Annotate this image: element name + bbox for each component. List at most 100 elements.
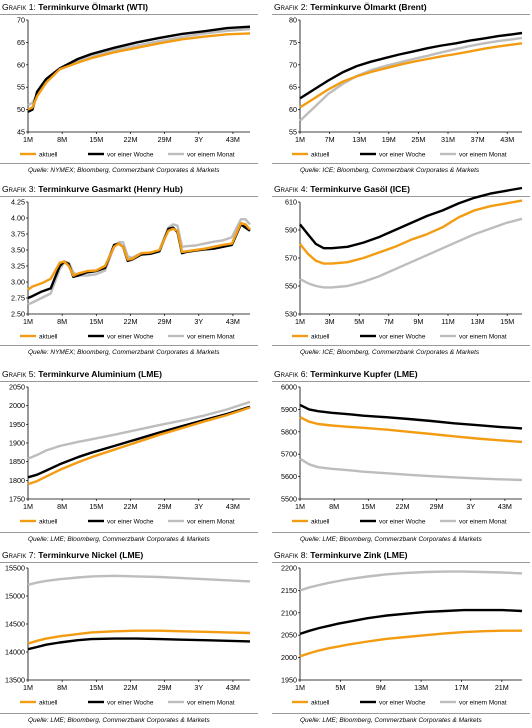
legend-label-woche: vor einer Woche — [379, 699, 426, 706]
x-tick-label: 8M — [57, 502, 67, 511]
source-note: Quelle: NYMEX; Bloomberg, Commerzbank Co… — [28, 349, 220, 356]
x-tick-label: 15M — [89, 135, 103, 144]
y-tick-label: 1950 — [281, 676, 297, 685]
y-tick-label: 65 — [17, 38, 25, 47]
source-note: Quelle: LME; Bloomberg, Commerzbank Corp… — [300, 536, 482, 543]
title-rule — [0, 562, 258, 563]
y-tick-label: 1850 — [9, 457, 25, 466]
panel-title-text: Terminkurve Nickel (LME) — [38, 550, 144, 560]
chart-svg: 55 60 65 70 75 80 1M 7M 13M 19M 25M 31M 37M 43M aktuel… — [289, 16, 523, 158]
x-tick-label: 37M — [471, 135, 485, 144]
panel-title: Grafik 1: Terminkurve Ölmarkt (WTI) — [2, 2, 148, 12]
legend-label-monat: vor einem Monat — [187, 518, 235, 525]
x-tick-label: 15M — [89, 317, 103, 326]
series-line-woche — [299, 31, 523, 100]
x-tick-label: 22M — [395, 502, 409, 511]
bottom-rule — [272, 345, 530, 346]
y-tick-label: 75 — [289, 38, 297, 47]
y-tick-label: 3.75 — [11, 230, 25, 239]
x-tick-label: 43M — [500, 135, 514, 144]
x-tick-label: 22M — [123, 317, 137, 326]
x-tick-label: 5M — [335, 683, 345, 692]
series-line-aktuell — [27, 629, 251, 645]
bottom-rule — [0, 532, 258, 533]
x-tick-label: 29M — [158, 502, 172, 511]
y-tick-label: 2000 — [281, 653, 297, 662]
title-rule — [272, 196, 530, 197]
series-line-monat — [299, 570, 523, 592]
y-tick-label: 2.75 — [11, 294, 25, 303]
x-tick-label: 31M — [441, 135, 455, 144]
bottom-rule — [272, 532, 530, 533]
legend-label-aktuell: aktuell — [311, 518, 329, 525]
series-line-aktuell — [299, 416, 523, 444]
x-tick-label: 1M — [295, 502, 305, 511]
panel-title: Grafik 6: Terminkurve Kupfer (LME) — [274, 369, 418, 379]
x-tick-label: 22M — [123, 502, 137, 511]
chart-svg: 1750 1800 1850 1900 1950 2000 2050 1M 8M 15M 22M 29… — [9, 383, 251, 525]
panel-aluminium: Grafik 5: Terminkurve Aluminium (LME) 175… — [0, 367, 258, 547]
y-tick-label: 55 — [17, 83, 25, 92]
y-tick-label: 2.50 — [11, 310, 25, 319]
title-rule — [0, 14, 258, 15]
panel-prefix: Grafik 4: — [274, 184, 311, 194]
panel-title-text: Terminkurve Ölmarkt (WTI) — [38, 2, 148, 12]
x-tick-label: 3M — [325, 317, 335, 326]
y-tick-label: 13500 — [5, 676, 25, 685]
y-tick-label: 70 — [289, 60, 297, 69]
x-tick-label: 3Y — [194, 502, 203, 511]
x-tick-label: 3Y — [194, 683, 203, 692]
y-tick-label: 2000 — [9, 401, 25, 410]
legend-label-aktuell: aktuell — [311, 151, 329, 158]
legend-label-monat: vor einem Monat — [187, 333, 235, 340]
bottom-rule — [0, 713, 258, 714]
y-tick-label: 50 — [17, 105, 25, 114]
x-tick-label: 25M — [411, 135, 425, 144]
x-tick-label: 1M — [23, 317, 33, 326]
y-tick-label: 5500 — [281, 495, 297, 504]
panel-title: Grafik 7: Terminkurve Nickel (LME) — [2, 550, 143, 560]
y-tick-label: 4.00 — [11, 214, 25, 223]
x-tick-label: 11M — [441, 317, 454, 326]
x-tick-label: 43M — [226, 317, 240, 326]
x-tick-label: 5M — [354, 317, 364, 326]
series-line-aktuell — [299, 42, 523, 109]
y-tick-label: 3.25 — [11, 262, 25, 271]
y-tick-label: 590 — [285, 226, 297, 235]
y-tick-label: 5900 — [281, 405, 297, 414]
y-tick-label: 45 — [17, 128, 25, 137]
x-tick-label: 8M — [57, 317, 67, 326]
panel-title-text: Terminkurve Zink (LME) — [310, 550, 408, 560]
series-line-monat — [299, 457, 523, 482]
panel-gas: Grafik 3: Terminkurve Gasmarkt (Henry Hu… — [0, 182, 258, 362]
panel-title: Grafik 3: Terminkurve Gasmarkt (Henry Hu… — [2, 184, 183, 194]
x-tick-label: 22M — [123, 683, 137, 692]
title-rule — [0, 381, 258, 382]
panel-prefix: Grafik 2: — [274, 2, 311, 12]
y-tick-label: 1800 — [9, 476, 25, 485]
bottom-rule — [272, 163, 530, 164]
y-tick-label: 530 — [285, 310, 297, 319]
x-tick-label: 43M — [226, 502, 240, 511]
x-tick-label: 1M — [23, 683, 33, 692]
chart-svg: 13500 14000 14500 15000 15500 1M 8M 15M 22M 29M 3Y… — [5, 564, 251, 706]
legend-label-aktuell: aktuell — [311, 699, 329, 706]
chart-svg: 530 550 570 590 610 1M 3M 5M 7M 9M 11M 13M 15M aktuel… — [285, 186, 523, 340]
series-line-woche — [299, 608, 523, 636]
title-rule — [272, 14, 530, 15]
panel-brent: Grafik 2: Terminkurve Ölmarkt (Brent) 55 6… — [272, 0, 530, 180]
source-note: Quelle: LME; Bloomberg, Commerzbank Corp… — [28, 536, 210, 543]
y-tick-label: 65 — [289, 83, 297, 92]
y-tick-label: 1900 — [9, 439, 25, 448]
panel-prefix: Grafik 6: — [274, 369, 311, 379]
panel-prefix: Grafik 1: — [2, 2, 39, 12]
legend-label-woche: vor einer Woche — [379, 333, 426, 340]
bottom-rule — [0, 163, 258, 164]
y-tick-label: 5700 — [281, 450, 297, 459]
series-line-woche — [27, 637, 251, 651]
legend-label-monat: vor einem Monat — [459, 518, 507, 525]
y-tick-label: 14500 — [5, 620, 25, 629]
x-tick-label: 43M — [226, 683, 240, 692]
chart-svg: 1950 2000 2050 2100 2150 2200 1M 5M 9M 13M 17M 21M a… — [281, 564, 523, 706]
y-tick-label: 2150 — [281, 586, 297, 595]
